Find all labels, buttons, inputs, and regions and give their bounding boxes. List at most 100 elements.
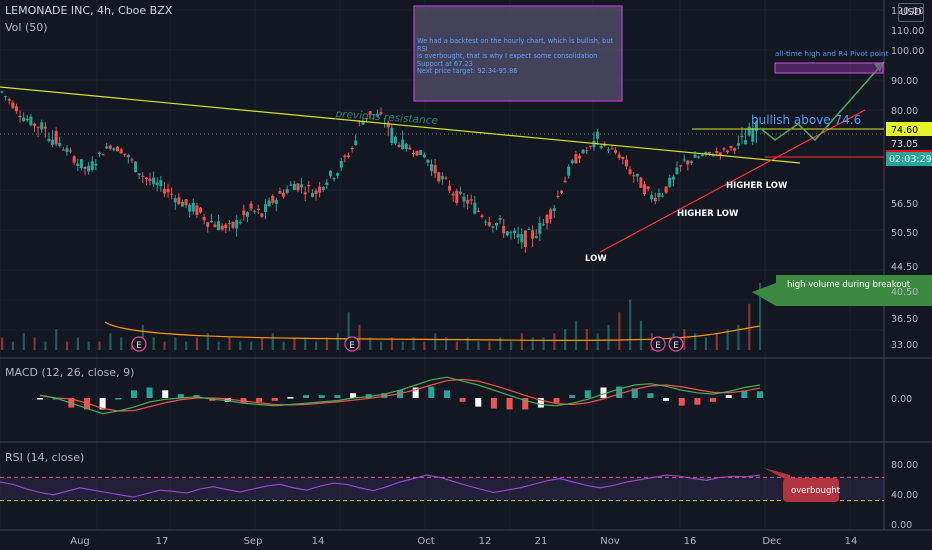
currency-badge[interactable]: USD [898, 3, 924, 22]
higher-low-label-2: HIGHER LOW [726, 181, 788, 191]
volume-bar [260, 337, 264, 350]
volume-bar [109, 333, 112, 350]
candle-body [253, 210, 257, 212]
volume-bar [1, 337, 4, 350]
volume-bar [444, 337, 448, 350]
volume-bar [195, 337, 199, 350]
macd-histogram-bar [569, 395, 576, 398]
candle-body [617, 154, 621, 158]
candle-body [368, 111, 372, 116]
candle-body [538, 222, 542, 234]
note-box [413, 5, 623, 102]
volume-bar [358, 324, 361, 350]
macd-histogram-bar [459, 398, 466, 402]
macd-histogram-bar [757, 391, 763, 398]
candle-body [292, 183, 296, 191]
volume-bar [152, 337, 155, 350]
candle-body [556, 195, 560, 197]
volume-bar [715, 333, 718, 350]
volume-bar [206, 333, 209, 350]
macd-histogram-bar [694, 398, 701, 405]
candle-body [502, 226, 506, 234]
candle-body [188, 204, 192, 212]
candle-body [596, 131, 600, 139]
volume-bar [607, 324, 610, 350]
earnings-marker-circle [131, 336, 147, 352]
volume-bar [434, 333, 437, 350]
macd-histogram-bar [177, 394, 184, 398]
candle-body [661, 195, 665, 197]
time-axis-tick: 14 [845, 536, 858, 547]
macd-histogram-bar [616, 386, 623, 398]
macd-histogram-bar [710, 398, 717, 402]
candle-body [668, 177, 672, 187]
candle-body [733, 148, 737, 151]
rsi-band-fill [0, 477, 884, 501]
candle-body [43, 126, 47, 129]
candle-body [697, 156, 701, 158]
macd-histogram-bar [553, 398, 560, 403]
macd-histogram-bar [287, 397, 294, 399]
candle-body [32, 123, 36, 126]
target-zone-box [774, 62, 884, 74]
candle-body [285, 189, 289, 193]
candle-body [372, 114, 376, 116]
macd-line [39, 376, 761, 415]
volume-bar [336, 333, 339, 350]
candle-body [614, 150, 618, 153]
candle-body [689, 161, 693, 163]
price-axis-tick: 33.00 [891, 340, 918, 351]
candle-body [505, 231, 509, 236]
candle-body [7, 99, 11, 101]
candle-body [642, 184, 646, 195]
countdown-badge [886, 152, 932, 166]
candle-body [487, 222, 491, 226]
candle-body [534, 235, 538, 238]
volume-bar [390, 337, 394, 350]
price-axis-tick: 80.00 [891, 106, 918, 117]
macd-axis-tick: 0.00 [891, 394, 912, 405]
candle-body [686, 160, 690, 165]
price-axis-tick: 110.00 [891, 26, 924, 37]
volume-bar [87, 341, 90, 350]
price-axis-tick: 74.60 [891, 125, 918, 136]
volume-bar [683, 329, 686, 350]
earnings-marker-label: E [673, 341, 679, 351]
candle-body [711, 155, 715, 157]
higher-low-label-1: HIGHER LOW [677, 209, 739, 219]
macd-histogram-bar [162, 390, 169, 398]
volume-bar [185, 341, 188, 350]
candle-body [235, 219, 239, 229]
candle-body [549, 209, 553, 220]
candle-body [426, 159, 430, 163]
volume-bar [564, 329, 567, 350]
candle-body [328, 170, 332, 177]
rsi-axis-tick: 80.00 [891, 460, 918, 471]
candle-body [58, 143, 62, 146]
macd-histogram-bar [428, 386, 435, 398]
volume-bar [228, 337, 231, 350]
candle-body [213, 224, 217, 228]
candle-body [751, 127, 755, 142]
volume-bar [293, 337, 296, 350]
candle-body [87, 166, 91, 172]
candle-body [722, 148, 726, 150]
candle-body [578, 155, 582, 159]
price-axis[interactable]: 120.00110.00100.0090.0080.0074.6073.0567… [886, 6, 932, 531]
candle-body [552, 208, 556, 211]
candle-body [599, 145, 603, 149]
candle-body [76, 163, 80, 166]
candle-body [440, 176, 444, 180]
candle-body [191, 202, 195, 212]
candle-body [466, 200, 470, 204]
earnings-marker-circle [668, 336, 684, 352]
candle-body [36, 126, 40, 128]
projected-path [759, 61, 885, 142]
candle-body [159, 180, 163, 186]
ath-pivot-label: all-time high and R4 Pivot point [775, 49, 889, 58]
price-axis-tick: 120.00 [891, 6, 924, 17]
candle-body [390, 127, 394, 144]
time-axis[interactable]: Aug 17 Sep 14 Oct 12 21 Nov 16 Dec 14 [70, 536, 857, 547]
candle-body [531, 230, 535, 239]
